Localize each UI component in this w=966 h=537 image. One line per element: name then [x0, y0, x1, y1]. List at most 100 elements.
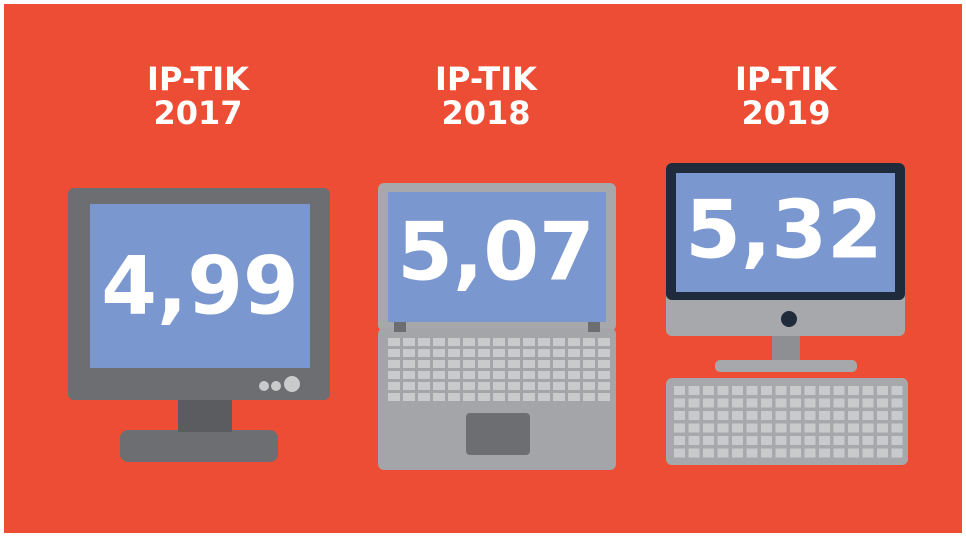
key	[523, 382, 535, 390]
key	[747, 436, 758, 445]
key	[508, 382, 520, 390]
key	[463, 360, 475, 368]
key	[877, 449, 888, 458]
key	[689, 386, 700, 395]
label: IP-TIK	[735, 60, 838, 98]
key	[463, 393, 475, 401]
key	[568, 360, 580, 368]
key	[598, 349, 610, 357]
key	[523, 338, 535, 346]
key	[776, 411, 787, 420]
key	[523, 360, 535, 368]
key	[583, 360, 595, 368]
key	[493, 371, 505, 379]
key	[538, 360, 550, 368]
key	[403, 338, 415, 346]
key	[538, 371, 550, 379]
key	[478, 393, 490, 401]
key	[433, 393, 445, 401]
key	[689, 411, 700, 420]
key	[834, 449, 845, 458]
key	[863, 399, 874, 408]
key	[805, 386, 816, 395]
key	[761, 424, 772, 433]
key	[848, 411, 859, 420]
key	[583, 371, 595, 379]
key	[732, 424, 743, 433]
key	[805, 411, 816, 420]
key	[776, 386, 787, 395]
key	[553, 349, 565, 357]
key	[718, 399, 729, 408]
key	[718, 449, 729, 458]
key	[819, 399, 830, 408]
key	[538, 382, 550, 390]
key	[732, 399, 743, 408]
key	[433, 360, 445, 368]
key	[747, 386, 758, 395]
key	[892, 411, 903, 420]
key	[433, 349, 445, 357]
key	[448, 338, 460, 346]
key	[418, 371, 430, 379]
value: 5,32	[685, 184, 882, 277]
key	[674, 436, 685, 445]
key	[805, 399, 816, 408]
key	[703, 449, 714, 458]
key	[790, 411, 801, 420]
key	[598, 360, 610, 368]
key	[463, 371, 475, 379]
key	[674, 411, 685, 420]
key	[583, 393, 595, 401]
key	[448, 382, 460, 390]
key	[877, 386, 888, 395]
key	[834, 436, 845, 445]
key	[805, 449, 816, 458]
key	[583, 382, 595, 390]
key	[747, 411, 758, 420]
key	[418, 382, 430, 390]
key	[463, 382, 475, 390]
key	[433, 382, 445, 390]
key	[478, 371, 490, 379]
key	[478, 360, 490, 368]
key	[761, 411, 772, 420]
key	[403, 349, 415, 357]
key	[877, 411, 888, 420]
key	[834, 399, 845, 408]
key	[418, 338, 430, 346]
key	[523, 393, 535, 401]
key	[819, 411, 830, 420]
key	[553, 382, 565, 390]
key	[403, 393, 415, 401]
key	[674, 424, 685, 433]
key	[403, 382, 415, 390]
key	[568, 371, 580, 379]
key	[747, 399, 758, 408]
key	[403, 371, 415, 379]
key	[463, 349, 475, 357]
label: IP-TIK	[147, 60, 250, 98]
key	[848, 436, 859, 445]
key	[776, 399, 787, 408]
key	[388, 360, 400, 368]
key	[718, 386, 729, 395]
key	[776, 449, 787, 458]
key	[863, 436, 874, 445]
key	[403, 360, 415, 368]
key	[553, 338, 565, 346]
key	[819, 449, 830, 458]
key	[790, 424, 801, 433]
key	[448, 393, 460, 401]
key	[418, 349, 430, 357]
key	[478, 338, 490, 346]
key	[493, 382, 505, 390]
key	[523, 371, 535, 379]
key	[776, 424, 787, 433]
key	[761, 386, 772, 395]
key	[568, 338, 580, 346]
key	[478, 382, 490, 390]
key	[598, 393, 610, 401]
key	[848, 424, 859, 433]
key	[790, 399, 801, 408]
